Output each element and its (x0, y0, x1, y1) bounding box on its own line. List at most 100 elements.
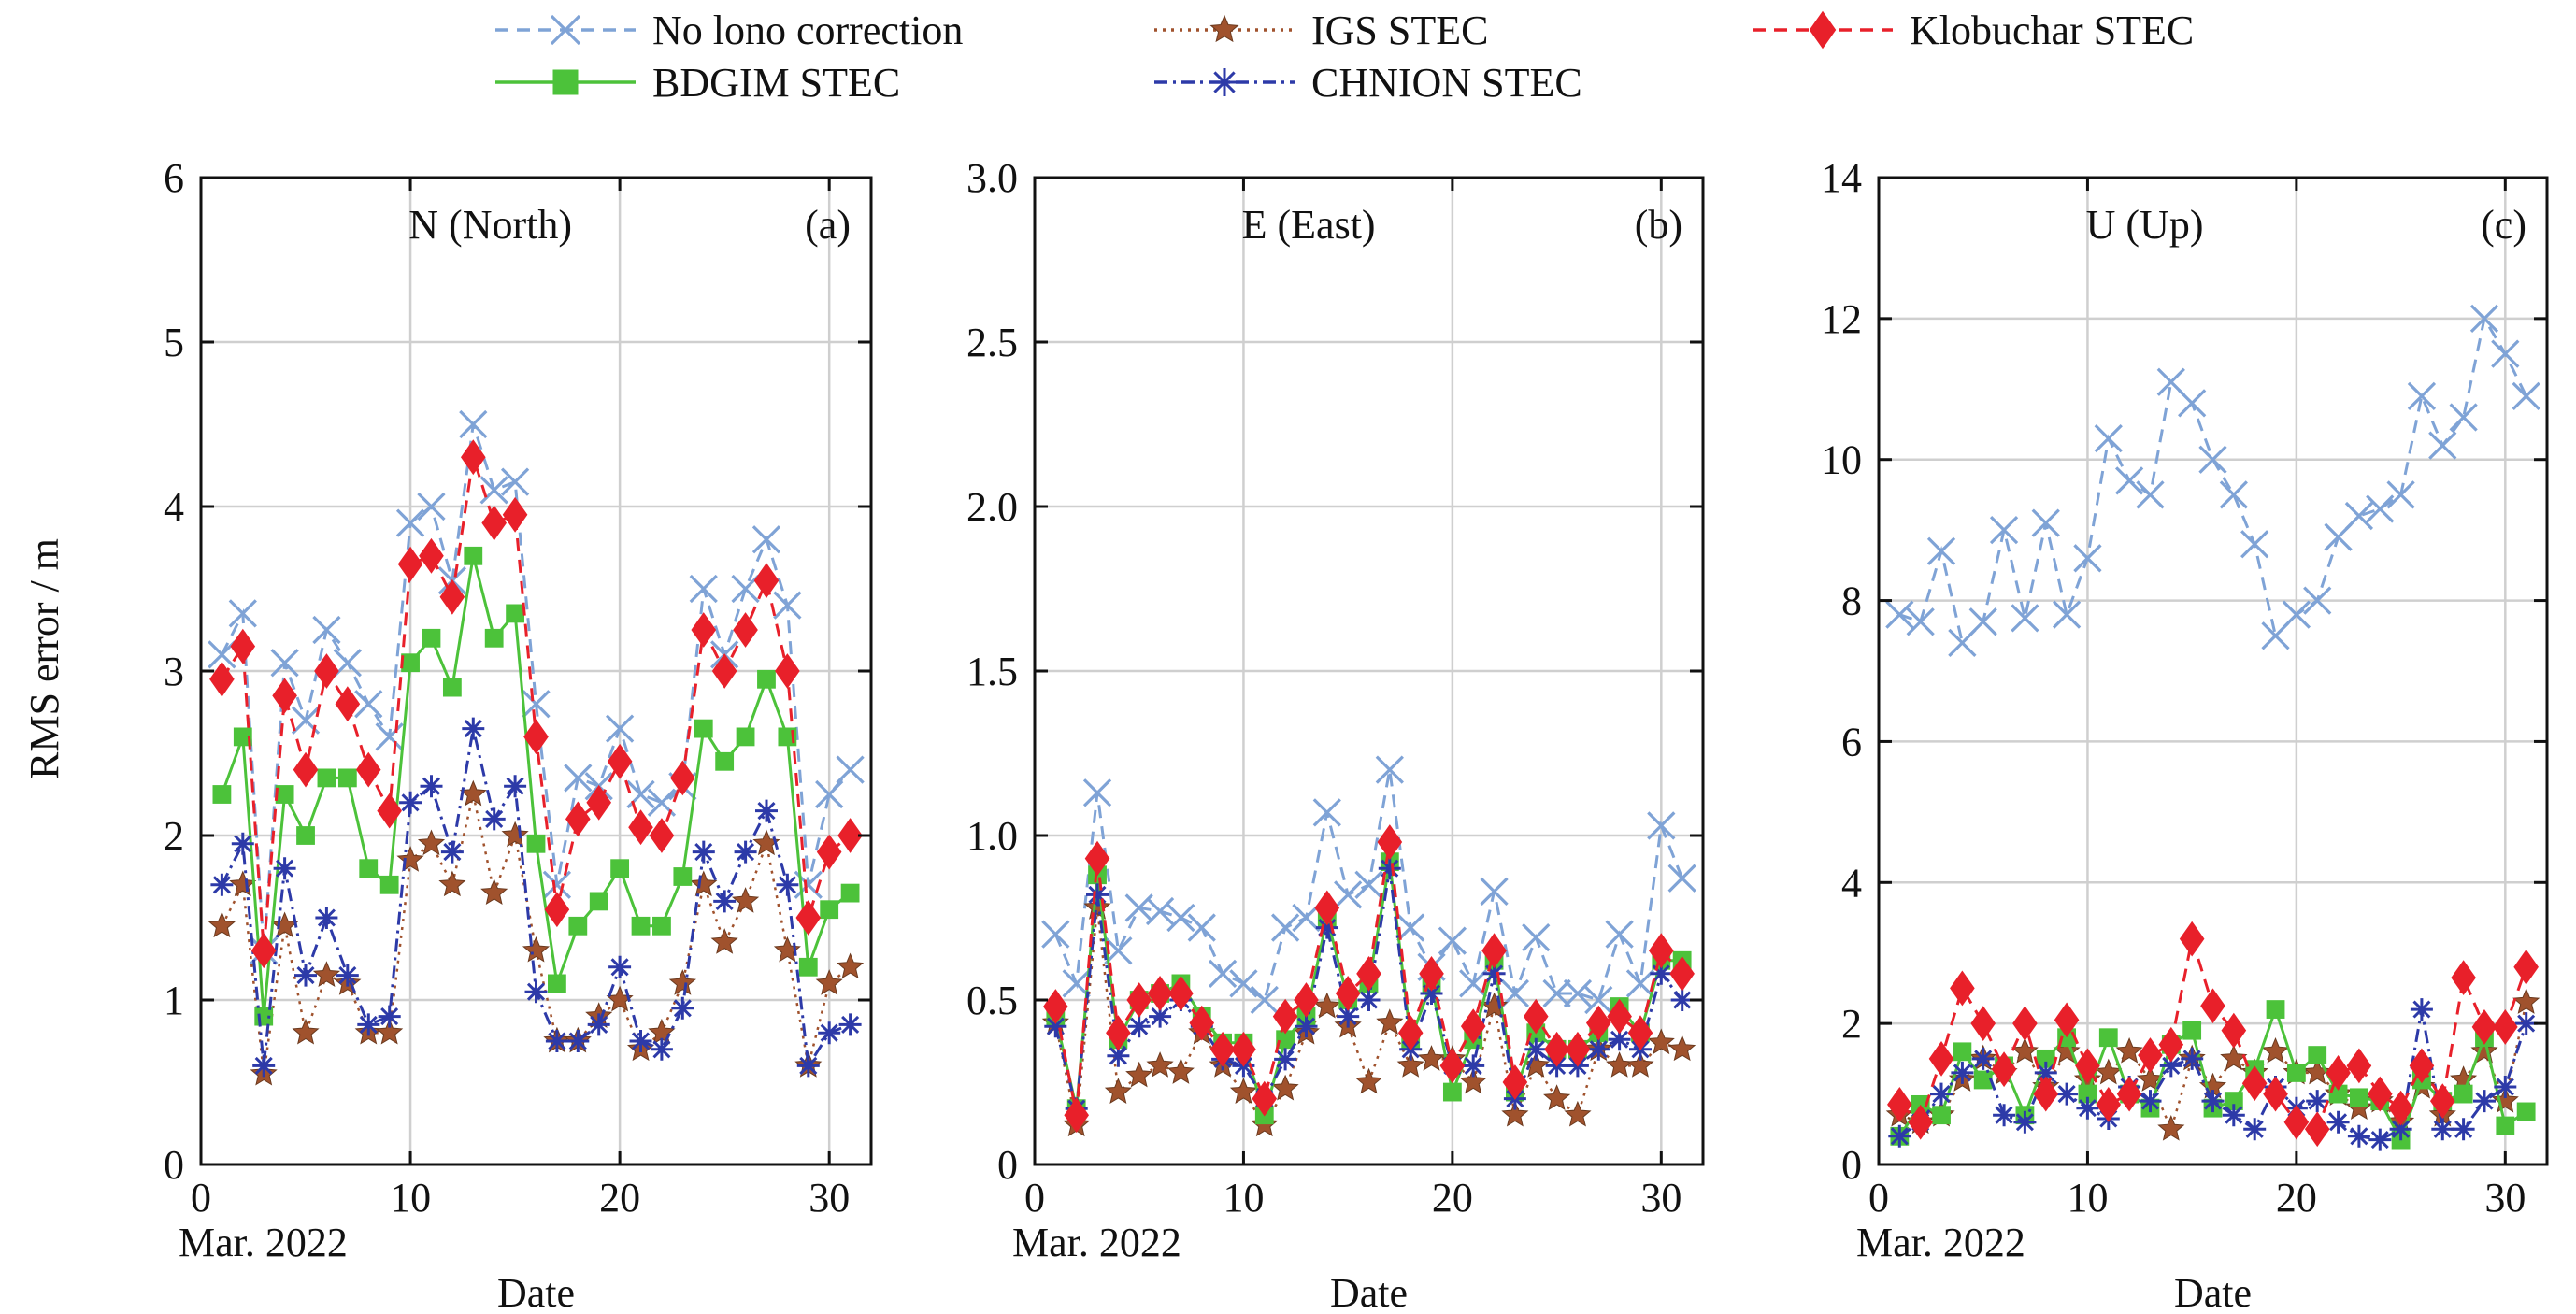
data-point (2283, 1104, 2310, 1140)
x-axis-label: Date (1330, 1270, 1408, 1314)
data-point (1107, 1044, 1130, 1067)
data-point (2429, 1083, 2455, 1120)
x-tick-label: 30 (2484, 1175, 2526, 1221)
data-point (1930, 1082, 1953, 1106)
y-tick-label: 2.5 (966, 320, 1018, 365)
data-point (1209, 1031, 1236, 1067)
data-point (1522, 922, 1551, 952)
y-tick-label: 1.5 (966, 649, 1018, 694)
data-point (1356, 955, 1381, 992)
data-point (1147, 976, 1173, 1011)
data-point (333, 649, 362, 678)
data-point (1482, 962, 1506, 985)
data-point (1670, 989, 1694, 1011)
data-point (820, 900, 839, 920)
data-point (545, 1030, 568, 1052)
legend-marker (552, 69, 579, 95)
x-tick-label: 30 (809, 1175, 850, 1221)
data-point (2179, 921, 2205, 957)
data-point (1145, 896, 1175, 926)
data-point (757, 669, 776, 689)
data-point (776, 873, 799, 896)
data-point (1627, 1015, 1653, 1051)
data-point (1127, 1015, 1151, 1038)
data-point (459, 779, 487, 807)
data-point (2178, 389, 2207, 418)
data-point (2345, 1093, 2373, 1121)
data-point (212, 785, 232, 804)
data-point (2473, 1090, 2496, 1113)
data-point (815, 779, 844, 809)
x-tick-label: 0 (1868, 1175, 1889, 1221)
data-point (312, 961, 341, 987)
data-point (2303, 586, 2332, 615)
data-point (1168, 976, 1194, 1011)
data-point (692, 840, 715, 864)
data-point (2493, 1009, 2518, 1045)
data-point (1885, 600, 1914, 629)
data-point (589, 892, 608, 911)
data-point (210, 873, 234, 896)
data-point (523, 719, 549, 755)
data-point (270, 649, 299, 678)
data-point (1337, 1005, 1360, 1028)
date-note: Mar. 2022 (1012, 1220, 1181, 1265)
data-point (2368, 1128, 2392, 1151)
data-point (2308, 1046, 2327, 1064)
data-point (542, 870, 572, 899)
data-point (500, 467, 530, 496)
data-point (1459, 1067, 1487, 1094)
y-tick-label: 1 (164, 978, 184, 1023)
data-point (2073, 544, 2102, 573)
data-point (1502, 1064, 1528, 1100)
data-point (209, 661, 235, 697)
data-point (731, 574, 760, 604)
data-point (2052, 600, 2082, 629)
data-point (2241, 1065, 2268, 1102)
data-point (399, 791, 422, 814)
data-point (1950, 970, 1975, 1007)
data-point (1044, 1015, 1067, 1038)
data-point (837, 952, 865, 979)
data-point (2410, 998, 2433, 1021)
x-tick-label: 10 (390, 1175, 431, 1221)
data-point (773, 591, 802, 620)
data-point (673, 867, 693, 886)
data-point (1667, 864, 1696, 893)
data-point (1607, 998, 1632, 1035)
data-point (711, 653, 737, 689)
data-point (375, 722, 404, 751)
data-point (840, 883, 860, 903)
data-point (460, 439, 486, 476)
data-point (2181, 1047, 2204, 1070)
series (212, 546, 860, 1026)
data-point (1314, 890, 1340, 926)
y-tick-label: 4 (164, 484, 184, 530)
data-point (1951, 1061, 1974, 1084)
series-line (1898, 314, 2528, 646)
data-point (502, 496, 528, 533)
data-point (2513, 949, 2539, 985)
data-point (568, 916, 588, 936)
data-point (605, 714, 635, 743)
data-point (836, 755, 865, 784)
data-point (2469, 304, 2499, 333)
data-point (773, 936, 801, 963)
data-point (2013, 1110, 2037, 1134)
panel-letter: (b) (1635, 202, 1682, 248)
data-point (610, 859, 630, 878)
x-axis-label: Date (2174, 1270, 2252, 1314)
data-point (1606, 1051, 1634, 1078)
data-point (459, 409, 488, 439)
data-point (1544, 1031, 1569, 1067)
data-point (565, 801, 591, 837)
data-point (2094, 423, 2123, 453)
data-point (208, 640, 236, 669)
data-point (1125, 1061, 1153, 1088)
data-point (1419, 955, 1444, 992)
data-point (1417, 1045, 1446, 1071)
data-point (1166, 903, 1195, 933)
y-tick-label: 0 (997, 1142, 1018, 1188)
data-point (2347, 1124, 2370, 1148)
data-point (504, 775, 527, 798)
